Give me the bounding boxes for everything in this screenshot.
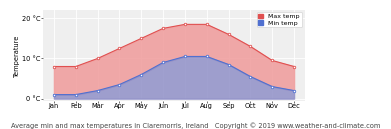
Y-axis label: Temperature: Temperature	[14, 34, 20, 77]
Legend: Max temp, Min temp: Max temp, Min temp	[256, 12, 302, 27]
Text: Average min and max temperatures in Claremorris, Ireland   Copyright © 2019 www.: Average min and max temperatures in Clar…	[11, 122, 380, 129]
